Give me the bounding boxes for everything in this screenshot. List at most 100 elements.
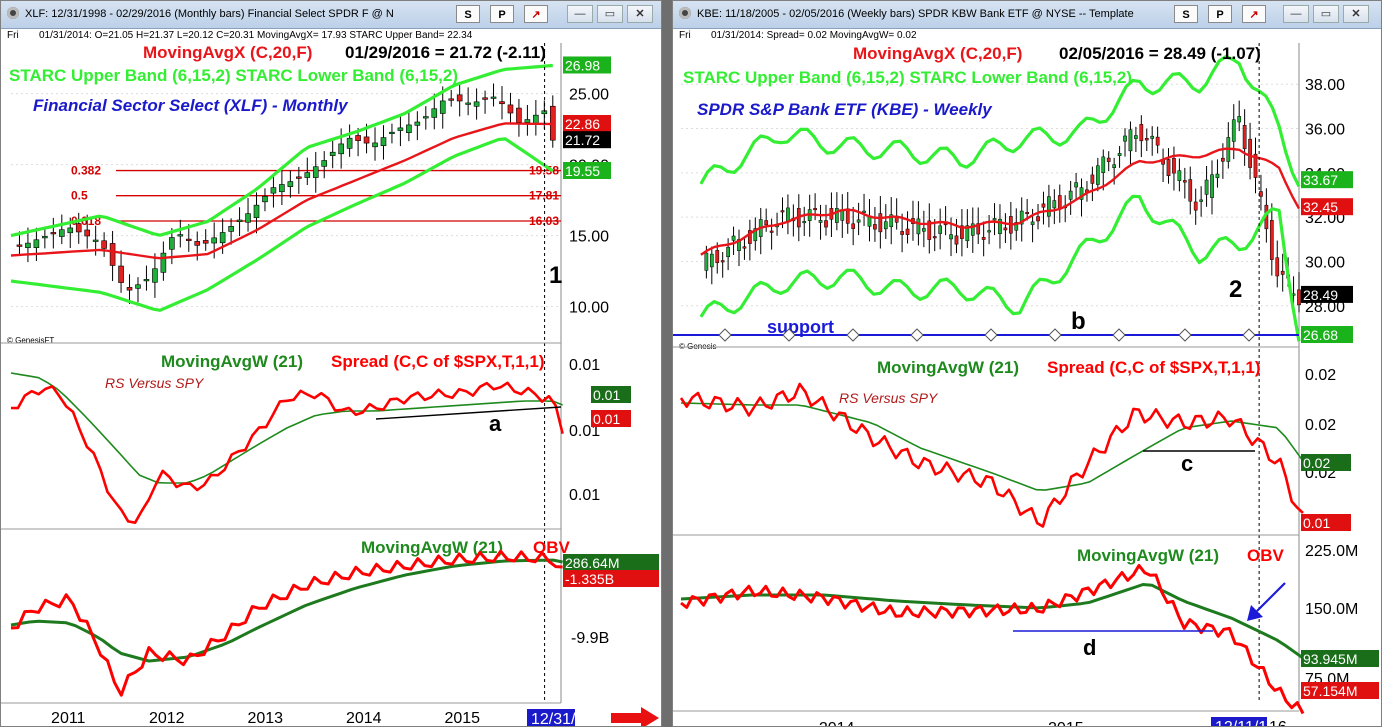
- maximize-button[interactable]: ▭: [597, 5, 623, 23]
- candle-body: [1123, 135, 1127, 142]
- starc-lower-band: [699, 194, 1301, 342]
- period-button[interactable]: P: [490, 5, 514, 23]
- event-marker-icon: [984, 328, 998, 342]
- date-tag-box: [527, 709, 575, 726]
- event-marker-icon: [910, 328, 924, 342]
- kbe-chart-canvas[interactable]: 38.0036.0034.0032.0030.0028.00supportMov…: [673, 43, 1381, 727]
- candle-body: [1221, 157, 1225, 162]
- obv-ma-line: [680, 583, 1304, 660]
- candle-body: [873, 224, 877, 230]
- lower-band-tag: 26.68: [1303, 327, 1338, 343]
- event-marker-icon: [782, 328, 796, 342]
- symbol-button[interactable]: S: [1174, 5, 1198, 23]
- candle-body: [932, 236, 937, 239]
- candle-body: [287, 181, 294, 187]
- blue-arrow-shaft: [1256, 582, 1286, 612]
- symbol-button[interactable]: S: [456, 5, 480, 23]
- candle-body: [840, 210, 845, 221]
- annotation-d: d: [1083, 635, 1096, 660]
- candle-body: [1231, 119, 1236, 142]
- candle-body: [1095, 165, 1100, 185]
- candle-body: [1269, 220, 1274, 260]
- candle-body: [490, 96, 497, 99]
- ma-title: MovingAvgX (C,20,F): [853, 44, 1022, 63]
- rs-line: [679, 382, 1304, 528]
- event-marker-icon: [846, 328, 860, 342]
- candle-body: [1144, 138, 1149, 141]
- x-axis-label: 2014: [346, 710, 382, 727]
- close-button[interactable]: ✕: [627, 5, 653, 23]
- candle-body: [448, 98, 455, 101]
- fib-ratio-label: 0.5: [71, 189, 88, 203]
- window-menu-icon[interactable]: [679, 7, 691, 19]
- candle-body: [16, 244, 23, 247]
- candle-body: [253, 204, 260, 219]
- event-marker-icon: [718, 328, 732, 342]
- candle-body: [1041, 203, 1046, 208]
- ma-tag: 32.45: [1303, 199, 1338, 215]
- candle-body: [1242, 125, 1247, 150]
- candle-body: [516, 107, 522, 123]
- candle-body: [312, 166, 319, 178]
- x-axis-label: 2013: [247, 710, 283, 727]
- candle-body: [731, 235, 736, 241]
- candle-body: [338, 143, 344, 155]
- close-tag: 21.72: [565, 132, 600, 148]
- kbe-title-bar[interactable]: KBE: 11/18/2005 - 02/05/2016 (Weekly bar…: [673, 1, 1381, 29]
- minimize-button[interactable]: —: [567, 5, 593, 23]
- link-icon[interactable]: ↗: [1242, 5, 1266, 23]
- xlf-title-bar[interactable]: XLF: 12/31/1998 - 02/29/2016 (Monthly ba…: [1, 1, 661, 29]
- ma-value-title: 02/05/2016 = 28.49 (-1.07): [1059, 44, 1261, 63]
- candle-body: [704, 252, 709, 271]
- support-label: support: [767, 317, 834, 337]
- event-marker-icon: [1112, 328, 1126, 342]
- candle-body: [1106, 157, 1111, 162]
- xlf-chart-window[interactable]: XLF: 12/31/1998 - 02/29/2016 (Monthly ba…: [0, 0, 662, 727]
- candle-body: [970, 223, 975, 236]
- candle-body: [109, 243, 116, 266]
- candle-body: [1057, 195, 1062, 210]
- candle-body: [862, 210, 866, 213]
- candle-body: [938, 225, 943, 234]
- ma-tag-box: [1301, 198, 1353, 216]
- rs-tag: 0.01: [593, 411, 620, 427]
- obv-tag: 57.154M: [1303, 683, 1357, 699]
- divider: [662, 700, 672, 727]
- minimize-button[interactable]: —: [1283, 5, 1309, 23]
- rs-tag-box: [1301, 514, 1351, 531]
- xlf-chart-canvas[interactable]: 25.0020.0015.0010.000.38219.580.517.810.…: [1, 43, 661, 727]
- candle-body: [1090, 174, 1095, 184]
- candle-body: [1101, 156, 1106, 173]
- obv-tick-label: 150.0M: [1305, 601, 1358, 618]
- candle-body: [802, 221, 807, 224]
- x-axis-label: 2011: [51, 710, 86, 727]
- lower-band-tag: 19.55: [565, 163, 600, 179]
- rs-ma-tag: 0.01: [593, 387, 620, 403]
- candle-body: [33, 239, 40, 249]
- fib-value-label: 16.03: [529, 214, 559, 228]
- obv-ma-title: MovingAvgW (21): [1077, 546, 1219, 565]
- price-tick-label: 38.00: [1305, 77, 1345, 94]
- candle-body: [185, 238, 192, 241]
- candle-body: [507, 104, 514, 114]
- kbe-chart-window[interactable]: KBE: 11/18/2005 - 02/05/2016 (Weekly bar…: [672, 0, 1382, 727]
- obv-ma-tag-box: [563, 554, 659, 571]
- link-icon[interactable]: ↗: [524, 5, 548, 23]
- candle-body: [824, 220, 828, 228]
- obv-ma-tag: 286.64M: [565, 555, 619, 571]
- candle-body: [456, 94, 463, 102]
- maximize-button[interactable]: ▭: [1313, 5, 1339, 23]
- lower-band-tag-box: [563, 161, 611, 179]
- candle-body: [883, 221, 888, 230]
- candle-body: [1128, 129, 1133, 152]
- upper-band-tag: 26.98: [565, 57, 600, 73]
- period-button[interactable]: P: [1208, 5, 1232, 23]
- candle-body: [439, 100, 446, 114]
- rs-tick-label: 0.02: [1305, 417, 1336, 434]
- candle-body: [1280, 270, 1285, 275]
- close-button[interactable]: ✕: [1343, 5, 1369, 23]
- obv-tick-label: -9.9B: [571, 630, 609, 647]
- candle-body: [414, 121, 421, 126]
- window-menu-icon[interactable]: [7, 7, 19, 19]
- candle-body: [769, 230, 774, 233]
